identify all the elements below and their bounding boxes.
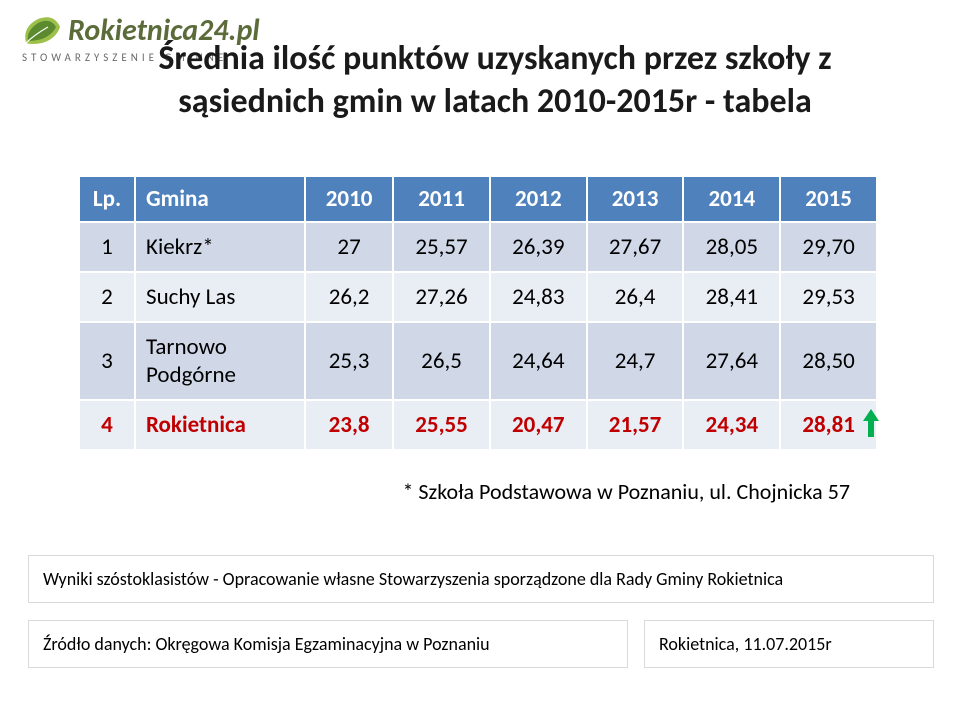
cell-value: 24,64 <box>490 322 587 400</box>
cell-value: 27,64 <box>683 322 780 400</box>
cell-value: 26,4 <box>587 272 684 322</box>
cell-gmina: Rokietnica <box>135 400 305 450</box>
cell-value: 25,57 <box>393 222 490 272</box>
leaf-icon <box>20 13 62 49</box>
source-box: Wyniki szóstoklasistów - Opracowanie wła… <box>28 555 934 603</box>
cell-gmina: Tarnowo Podgórne <box>135 322 305 400</box>
cell-value: 27,67 <box>587 222 684 272</box>
cell-value: 26,39 <box>490 222 587 272</box>
cell-value: 26,2 <box>305 272 393 322</box>
col-gmina: Gmina <box>135 176 305 222</box>
title-line1: Średnia ilość punktów uzyskanych przez s… <box>158 38 831 79</box>
cell-lp: 2 <box>79 272 135 322</box>
cell-value: 28,81 <box>780 400 877 450</box>
table-header: Lp. Gmina 2010 2011 2012 2013 2014 2015 <box>79 176 877 222</box>
cell-value: 24,7 <box>587 322 684 400</box>
cell-value: 20,47 <box>490 400 587 450</box>
cell-value: 28,05 <box>683 222 780 272</box>
cell-value: 24,34 <box>683 400 780 450</box>
cell-value: 27 <box>305 222 393 272</box>
cell-value: 21,57 <box>587 400 684 450</box>
header-row: Lp. Gmina 2010 2011 2012 2013 2014 2015 <box>79 176 877 222</box>
table-row: 4Rokietnica23,825,5520,4721,5724,3428,81 <box>79 400 877 450</box>
page-title: Średnia ilość punktów uzyskanych przez s… <box>90 38 900 123</box>
cell-lp: 4 <box>79 400 135 450</box>
table-body: 1Kiekrz*2725,5726,3927,6728,0529,702Such… <box>79 222 877 450</box>
table-row: 3Tarnowo Podgórne25,326,524,6424,727,642… <box>79 322 877 400</box>
col-2015: 2015 <box>780 176 877 222</box>
data-source-box: Źródło danych: Okręgowa Komisja Egzamina… <box>28 620 628 668</box>
cell-value: 24,83 <box>490 272 587 322</box>
arrow-up-icon <box>862 407 880 439</box>
col-lp: Lp. <box>79 176 135 222</box>
cell-lp: 3 <box>79 322 135 400</box>
footnote: * Szkoła Podstawowa w Poznaniu, ul. Choj… <box>403 478 851 505</box>
col-2014: 2014 <box>683 176 780 222</box>
cell-lp: 1 <box>79 222 135 272</box>
col-2013: 2013 <box>587 176 684 222</box>
col-2010: 2010 <box>305 176 393 222</box>
cell-gmina: Kiekrz* <box>135 222 305 272</box>
cell-gmina: Suchy Las <box>135 272 305 322</box>
cell-value: 25,55 <box>393 400 490 450</box>
col-2011: 2011 <box>393 176 490 222</box>
table-row: 1Kiekrz*2725,5726,3927,6728,0529,70 <box>79 222 877 272</box>
cell-value: 29,53 <box>780 272 877 322</box>
data-table: Lp. Gmina 2010 2011 2012 2013 2014 2015 … <box>78 175 878 451</box>
title-line2: sąsiednich gmin w latach 2010-2015r - ta… <box>178 81 812 122</box>
cell-value: 25,3 <box>305 322 393 400</box>
cell-value: 28,41 <box>683 272 780 322</box>
cell-value: 26,5 <box>393 322 490 400</box>
table-row: 2Suchy Las26,227,2624,8326,428,4129,53 <box>79 272 877 322</box>
date-box: Rokietnica, 11.07.2015r <box>644 620 934 668</box>
cell-value: 27,26 <box>393 272 490 322</box>
cell-value: 23,8 <box>305 400 393 450</box>
col-2012: 2012 <box>490 176 587 222</box>
cell-value: 29,70 <box>780 222 877 272</box>
data-table-wrap: Lp. Gmina 2010 2011 2012 2013 2014 2015 … <box>78 175 878 451</box>
cell-value: 28,50 <box>780 322 877 400</box>
